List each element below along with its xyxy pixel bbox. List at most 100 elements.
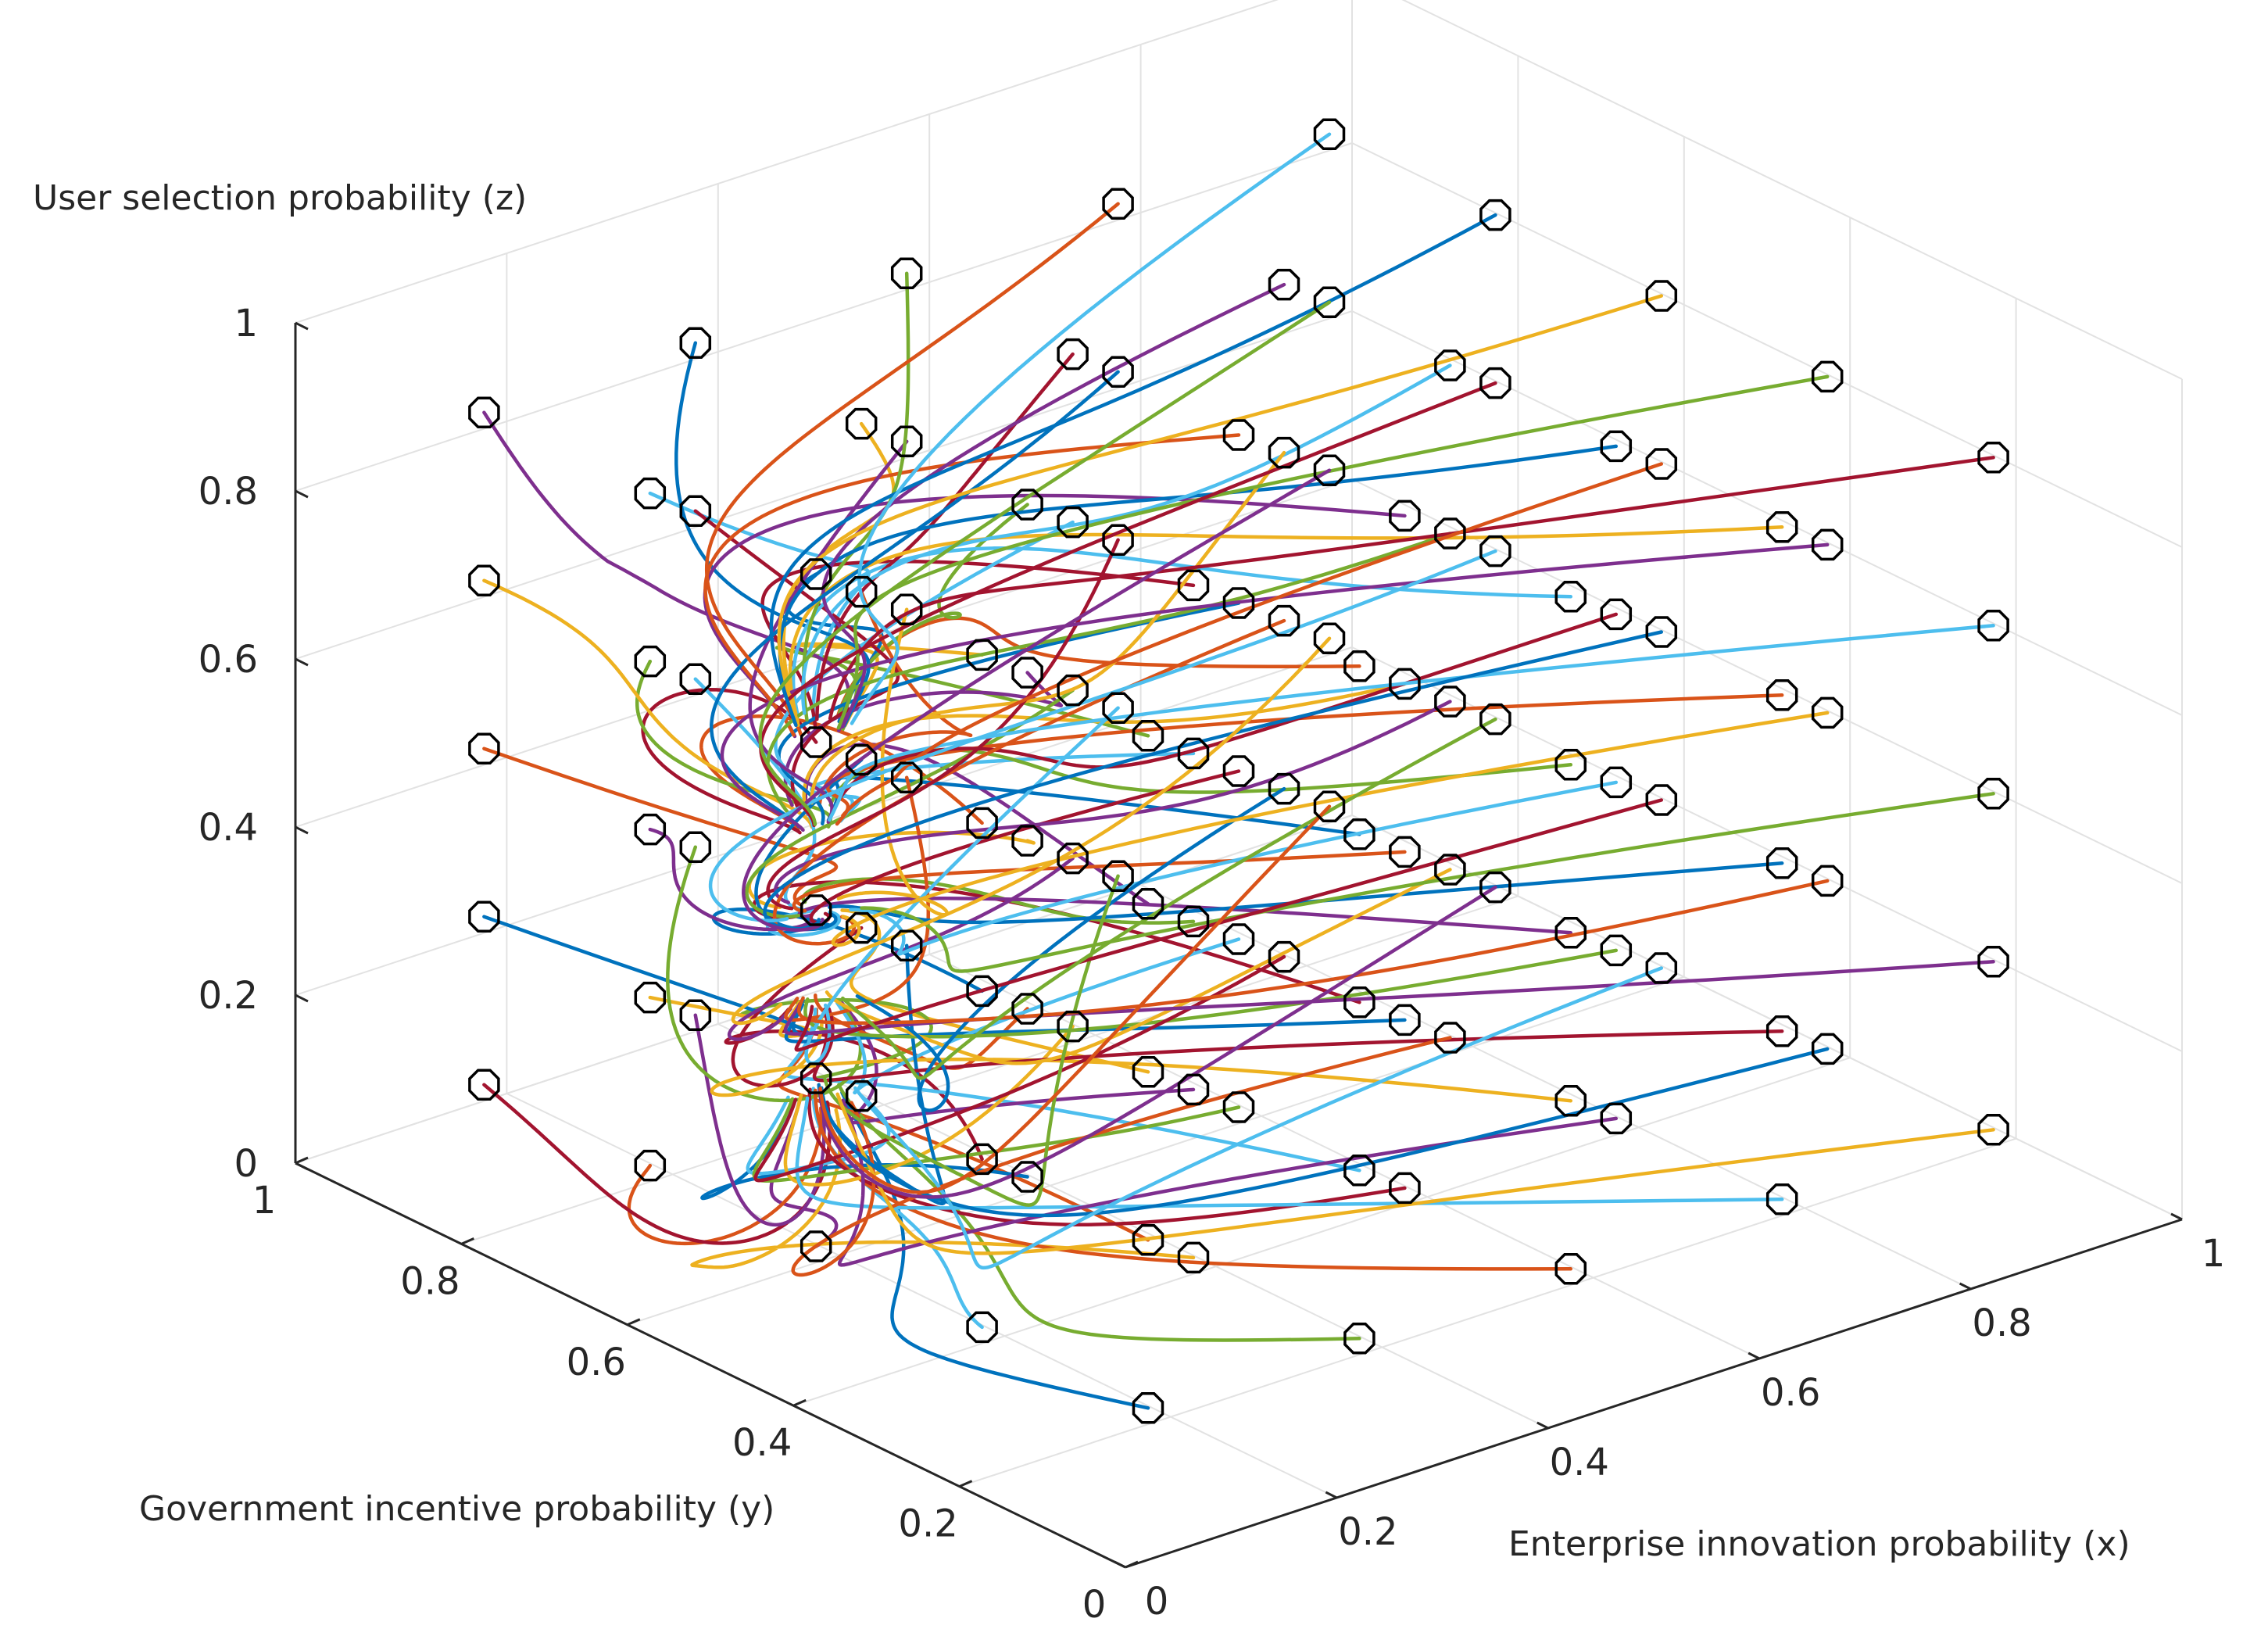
start-marker: [634, 1149, 667, 1182]
start-marker: [1389, 668, 1421, 700]
trajectory: [777, 294, 1664, 727]
trajectory: [828, 456, 1995, 721]
trajectory: [850, 132, 1332, 725]
x-tick: [1748, 1352, 1760, 1360]
grid-line-z: [295, 478, 1353, 828]
z-tick-label: 0.6: [199, 638, 258, 682]
start-marker: [1177, 1073, 1210, 1106]
trajectory: [797, 879, 1830, 1025]
trajectory: [784, 775, 931, 1022]
start-marker: [1389, 836, 1421, 868]
trajectory: [783, 671, 1064, 807]
grid-line-y: [461, 895, 1519, 1245]
x-axis-title: Enterprise innovation probability (x): [1508, 1524, 2130, 1564]
trajectory: [794, 798, 1664, 1052]
trajectory: [836, 374, 1830, 730]
start-marker: [1811, 1033, 1844, 1065]
x-tick-label: 0.2: [1338, 1510, 1397, 1554]
trajectory: [720, 542, 1830, 832]
z-tick: [295, 657, 309, 667]
grid-line-z: [1401, 0, 2183, 380]
grid-line-z: [295, 142, 1353, 492]
grid-line-z: [295, 310, 1353, 660]
start-marker: [1765, 511, 1798, 543]
start-marker: [890, 257, 923, 289]
y-tick: [295, 1156, 309, 1165]
trajectory: [817, 885, 1497, 1199]
start-marker: [966, 975, 998, 1008]
start-marker: [1011, 657, 1043, 689]
start-marker: [1177, 1241, 1210, 1274]
trajectory: [828, 624, 1995, 822]
trajectory: [795, 642, 984, 728]
start-marker: [1434, 686, 1466, 718]
start-marker: [1177, 905, 1210, 938]
start-marker: [1057, 338, 1089, 371]
grid-layer: [295, 0, 2183, 1568]
z-tick-label: 0: [234, 1142, 258, 1186]
trajectory: [792, 850, 1407, 913]
x-tick: [2170, 1212, 2183, 1221]
trajectory: [769, 1096, 839, 1248]
trajectory: [795, 1096, 1784, 1210]
trajectory: [759, 381, 1497, 828]
trajectory: [823, 874, 1120, 1207]
start-marker: [679, 495, 712, 527]
z-tick-label: 0.2: [199, 974, 258, 1018]
start-marker: [1057, 842, 1089, 875]
start-marker: [845, 743, 878, 776]
trajectory: [766, 532, 1452, 818]
start-marker: [1554, 581, 1587, 613]
trajectory: [812, 1007, 1784, 1083]
start-marker: [1765, 1183, 1798, 1215]
trajectory: [810, 450, 1286, 805]
start-marker: [890, 761, 923, 793]
start-marker: [1313, 454, 1346, 486]
trajectory: [693, 1013, 826, 1227]
trajectory: [814, 1088, 1573, 1271]
grid-line-x: [1351, 814, 2183, 1220]
z-axis-title: User selection probability (z): [33, 178, 527, 218]
trajectory-layer: [482, 132, 1995, 1410]
start-marker: [1132, 1224, 1164, 1256]
trajectory: [769, 213, 1497, 728]
start-marker: [1343, 650, 1375, 682]
start-marker: [966, 1311, 998, 1344]
start-marker: [1222, 587, 1255, 619]
x-tick-label: 0.4: [1550, 1441, 1609, 1484]
start-marker: [1434, 854, 1466, 886]
start-marker: [679, 327, 712, 359]
y-tick-label: 0.8: [400, 1259, 460, 1303]
y-tick: [460, 1237, 475, 1245]
start-marker: [1811, 696, 1844, 729]
z-tick: [295, 321, 309, 331]
start-marker: [1268, 940, 1300, 973]
start-marker: [1057, 674, 1089, 707]
start-marker: [800, 726, 832, 758]
grid-line-z: [1351, 646, 2183, 1052]
start-marker: [1343, 1155, 1375, 1187]
start-marker: [1479, 703, 1511, 736]
trajectory: [825, 693, 1784, 826]
start-marker: [800, 894, 832, 926]
x-tick-label: 1: [2202, 1232, 2226, 1276]
grid-line-z: [1351, 478, 2183, 884]
grid-line-x: [1140, 884, 1972, 1290]
start-marker: [800, 1230, 832, 1262]
y-tick: [792, 1398, 807, 1407]
start-marker: [1313, 790, 1346, 822]
x-tick-label: 0.6: [1761, 1371, 1820, 1415]
start-marker: [1222, 419, 1255, 451]
start-marker: [1977, 946, 2009, 978]
trajectory: [748, 439, 909, 824]
trajectory: [482, 746, 839, 907]
trajectory: [753, 954, 1286, 1183]
start-marker: [1102, 356, 1134, 388]
start-marker: [1268, 436, 1300, 469]
trajectory: [801, 363, 1452, 715]
trajectory: [627, 1106, 823, 1246]
start-marker: [1645, 448, 1678, 480]
trajectory: [821, 282, 1286, 729]
x-tick: [1325, 1491, 1338, 1499]
